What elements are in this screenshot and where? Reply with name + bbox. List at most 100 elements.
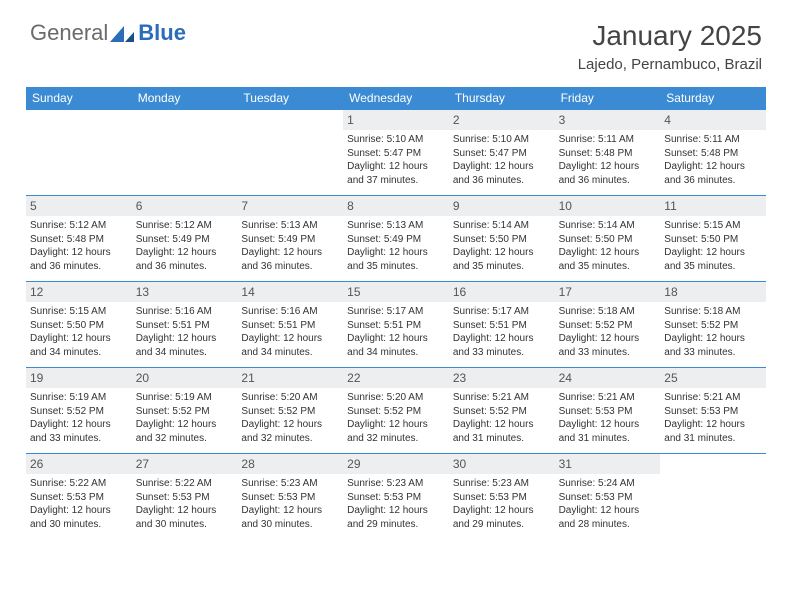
sunrise-line: Sunrise: 5:19 AM [30,391,128,405]
sunrise-line: Sunrise: 5:22 AM [136,477,234,491]
daylight-line: Daylight: 12 hours and 29 minutes. [347,504,445,531]
daylight-line: Daylight: 12 hours and 30 minutes. [30,504,128,531]
day-number: 30 [449,454,555,474]
daylight-line: Daylight: 12 hours and 33 minutes. [664,332,762,359]
sunrise-line: Sunrise: 5:19 AM [136,391,234,405]
daylight-line: Daylight: 12 hours and 30 minutes. [136,504,234,531]
daylight-line: Daylight: 12 hours and 33 minutes. [453,332,551,359]
sunset-line: Sunset: 5:53 PM [559,405,657,419]
day-number: 22 [343,368,449,388]
daylight-line: Daylight: 12 hours and 32 minutes. [241,418,339,445]
logo-text-blue: Blue [138,20,186,46]
day-label: Friday [555,87,661,109]
logo-mark-icon [110,24,136,42]
sunset-line: Sunset: 5:51 PM [347,319,445,333]
sunrise-line: Sunrise: 5:21 AM [453,391,551,405]
day-number: 10 [555,196,661,216]
sunset-line: Sunset: 5:53 PM [347,491,445,505]
sunset-line: Sunset: 5:52 PM [30,405,128,419]
sunrise-line: Sunrise: 5:11 AM [664,133,762,147]
day-number: 14 [237,282,343,302]
calendar-cell: 2Sunrise: 5:10 AMSunset: 5:47 PMDaylight… [449,109,555,195]
calendar-cell: 23Sunrise: 5:21 AMSunset: 5:52 PMDayligh… [449,367,555,453]
sunset-line: Sunset: 5:51 PM [241,319,339,333]
calendar-cell: 20Sunrise: 5:19 AMSunset: 5:52 PMDayligh… [132,367,238,453]
calendar-cell: 22Sunrise: 5:20 AMSunset: 5:52 PMDayligh… [343,367,449,453]
page-subtitle: Lajedo, Pernambuco, Brazil [578,56,762,73]
day-number: 16 [449,282,555,302]
logo: General Blue [30,20,186,46]
daylight-line: Daylight: 12 hours and 35 minutes. [347,246,445,273]
logo-text-general: General [30,20,108,46]
calendar-cell: 3Sunrise: 5:11 AMSunset: 5:48 PMDaylight… [555,109,661,195]
sunset-line: Sunset: 5:51 PM [136,319,234,333]
sunrise-line: Sunrise: 5:12 AM [136,219,234,233]
sunset-line: Sunset: 5:52 PM [136,405,234,419]
day-number: 12 [26,282,132,302]
sunset-line: Sunset: 5:52 PM [664,319,762,333]
day-label: Monday [132,87,238,109]
sunset-line: Sunset: 5:47 PM [347,147,445,161]
daylight-line: Daylight: 12 hours and 36 minutes. [664,160,762,187]
sunrise-line: Sunrise: 5:10 AM [347,133,445,147]
daylight-line: Daylight: 12 hours and 34 minutes. [241,332,339,359]
daylight-line: Daylight: 12 hours and 36 minutes. [136,246,234,273]
daylight-line: Daylight: 12 hours and 33 minutes. [559,332,657,359]
calendar-cell: 4 Sunrise: 5:11 AMSunset: 5:48 PMDaylight… [660,109,766,195]
day-number: 4 [660,110,766,130]
calendar-cell: 30Sunrise: 5:23 AMSunset: 5:53 PMDayligh… [449,453,555,539]
title-block: January 2025 Lajedo, Pernambuco, Brazil [578,20,762,73]
daylight-line: Daylight: 12 hours and 32 minutes. [347,418,445,445]
calendar-cell: 13Sunrise: 5:16 AMSunset: 5:51 PMDayligh… [132,281,238,367]
sunset-line: Sunset: 5:48 PM [664,147,762,161]
day-label: Wednesday [343,87,449,109]
daylight-line: Daylight: 12 hours and 36 minutes. [453,160,551,187]
sunrise-line: Sunrise: 5:14 AM [559,219,657,233]
sunrise-line: Sunrise: 5:22 AM [30,477,128,491]
day-number: 17 [555,282,661,302]
daylight-line: Daylight: 12 hours and 34 minutes. [347,332,445,359]
day-number: 31 [555,454,661,474]
calendar-cell: 5Sunrise: 5:12 AMSunset: 5:48 PMDaylight… [26,195,132,281]
sunset-line: Sunset: 5:50 PM [30,319,128,333]
sunset-line: Sunset: 5:52 PM [453,405,551,419]
day-label: Saturday [660,87,766,109]
calendar-cell-empty [26,109,132,195]
calendar-cell: 29Sunrise: 5:23 AMSunset: 5:53 PMDayligh… [343,453,449,539]
daylight-line: Daylight: 12 hours and 36 minutes. [241,246,339,273]
sunset-line: Sunset: 5:53 PM [559,491,657,505]
calendar-cell: 17Sunrise: 5:18 AMSunset: 5:52 PMDayligh… [555,281,661,367]
sunset-line: Sunset: 5:50 PM [453,233,551,247]
calendar-cell: 11Sunrise: 5:15 AMSunset: 5:50 PMDayligh… [660,195,766,281]
day-number: 23 [449,368,555,388]
sunset-line: Sunset: 5:53 PM [136,491,234,505]
calendar-cell-empty [132,109,238,195]
sunrise-line: Sunrise: 5:12 AM [30,219,128,233]
calendar-cell: 15Sunrise: 5:17 AMSunset: 5:51 PMDayligh… [343,281,449,367]
day-number: 28 [237,454,343,474]
sunrise-line: Sunrise: 5:14 AM [453,219,551,233]
sunset-line: Sunset: 5:52 PM [559,319,657,333]
day-number: 26 [26,454,132,474]
calendar-cell: 21Sunrise: 5:20 AMSunset: 5:52 PMDayligh… [237,367,343,453]
daylight-line: Daylight: 12 hours and 29 minutes. [453,504,551,531]
sunset-line: Sunset: 5:53 PM [241,491,339,505]
sunrise-line: Sunrise: 5:16 AM [241,305,339,319]
day-number: 24 [555,368,661,388]
sunrise-line: Sunrise: 5:15 AM [664,219,762,233]
day-number: 21 [237,368,343,388]
daylight-line: Daylight: 12 hours and 35 minutes. [453,246,551,273]
daylight-line: Daylight: 12 hours and 28 minutes. [559,504,657,531]
calendar-cell: 1Sunrise: 5:10 AMSunset: 5:47 PMDaylight… [343,109,449,195]
day-label: Thursday [449,87,555,109]
calendar-cell: 9Sunrise: 5:14 AMSunset: 5:50 PMDaylight… [449,195,555,281]
calendar-cell: 12Sunrise: 5:15 AMSunset: 5:50 PMDayligh… [26,281,132,367]
sunrise-line: Sunrise: 5:15 AM [30,305,128,319]
sunset-line: Sunset: 5:52 PM [241,405,339,419]
daylight-line: Daylight: 12 hours and 36 minutes. [559,160,657,187]
daylight-line: Daylight: 12 hours and 35 minutes. [559,246,657,273]
day-number: 2 [449,110,555,130]
sunset-line: Sunset: 5:50 PM [664,233,762,247]
day-number: 8 [343,196,449,216]
day-number: 1 [343,110,449,130]
